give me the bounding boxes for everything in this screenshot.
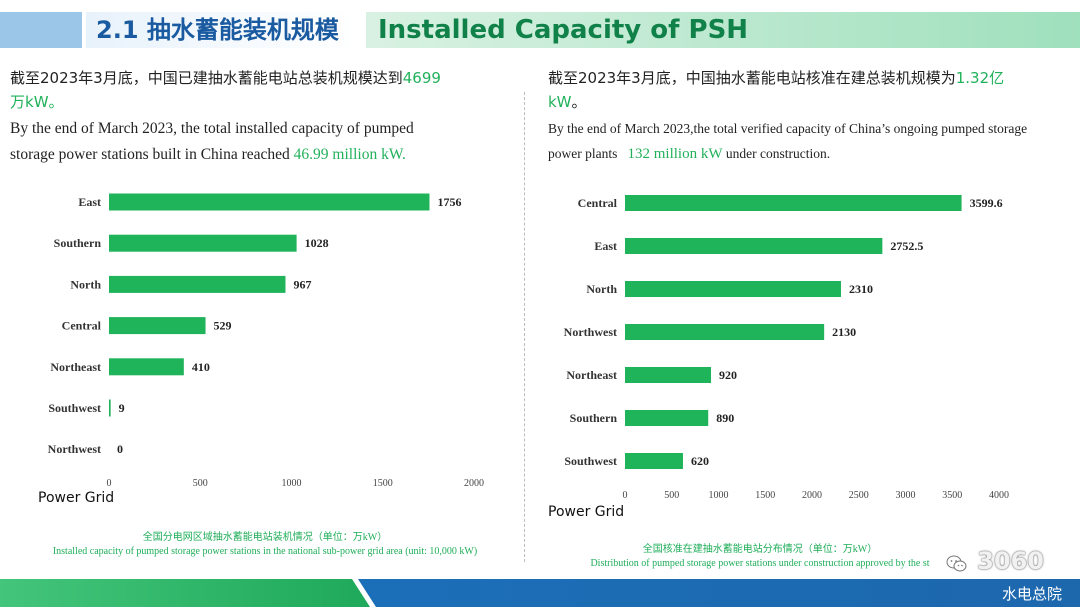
left-chart-caption: 全国分电网区域抽水蓄能电站装机情况（单位：万kW） Installed capa… (30, 531, 500, 559)
bar (625, 195, 962, 211)
left-summary-zh: 截至2023年3月底，中国已建抽水蓄能电站总装机规模达到4699 万kW。 (10, 66, 520, 114)
right-summary-zh: 截至2023年3月底，中国抽水蓄能电站核准在建总装机规模为1.32亿 kW。 (548, 66, 1080, 114)
installed-capacity-chart: East 1756 Southern 1028 North 967 Central 529 No… (48, 193, 484, 489)
category-label: Southern (54, 236, 102, 250)
category-label: Central (578, 196, 618, 210)
data-label: 3599.6 (970, 196, 1003, 210)
right-zh-highlight: 1.32亿 (955, 69, 1005, 87)
page-title-en: Installed Capacity of PSH (366, 12, 1080, 48)
tick-label: 1500 (373, 478, 393, 489)
bar (625, 281, 841, 297)
tick-label: 500 (193, 478, 208, 489)
tick-label: 0 (623, 490, 628, 501)
tick-label: 500 (664, 490, 679, 501)
footer-org: 水电总院 (1001, 585, 1062, 603)
data-label: 620 (691, 454, 709, 468)
right-chart-caption: 全国核准在建抽水蓄能电站分布情况（单位：万kW） Distribution of… (560, 543, 960, 571)
right-summary-en: By the end of March 2023,the total verif… (548, 116, 1080, 167)
data-label: 1756 (437, 195, 461, 209)
right-zh-text: 截至2023年3月底，中国抽水蓄能电站核准在建总装机规模为 (548, 69, 956, 87)
data-label: 1028 (305, 236, 329, 250)
bar (109, 234, 297, 252)
footer-green-band (0, 579, 370, 607)
category-label: Southern (570, 411, 618, 425)
left-zh-unit-rest: kW。 (25, 93, 64, 111)
bar (109, 275, 286, 293)
left-zh-text: 截至2023年3月底，中国已建抽水蓄能电站总装机规模达到 (10, 69, 403, 87)
bar (109, 193, 430, 211)
under-construction-chart: Central 3599.6 East 2752.5 North 2310 Northwes… (564, 195, 1009, 501)
bar (109, 317, 206, 335)
bar (625, 453, 683, 469)
data-label: 920 (719, 368, 737, 382)
bar (109, 358, 184, 376)
right-caption-zh: 全国核准在建抽水蓄能电站分布情况（单位：万kW） (642, 544, 878, 555)
left-en-line1: By the end of March 2023, the total inst… (10, 120, 414, 137)
category-label: North (70, 277, 101, 291)
bar (109, 399, 111, 417)
footer-blue-band (358, 579, 1080, 607)
tick-label: 0 (107, 478, 112, 489)
data-label: 0 (117, 442, 123, 456)
left-zh-unit: 万 (10, 93, 26, 111)
left-summary-en: By the end of March 2023, the total inst… (10, 116, 520, 168)
left-summary: 截至2023年3月底，中国已建抽水蓄能电站总装机规模达到4699 万kW。 By… (10, 66, 520, 168)
right-summary: 截至2023年3月底，中国抽水蓄能电站核准在建总装机规模为1.32亿 kW。 B… (548, 66, 1080, 167)
tick-label: 4000 (989, 490, 1009, 501)
data-label: 2310 (849, 282, 873, 296)
right-caption-en: Distribution of pumped storage power sta… (590, 558, 930, 569)
category-label: East (78, 195, 101, 209)
data-label: 9 (119, 401, 125, 415)
category-label: Northeast (566, 368, 617, 382)
category-label: Northwest (564, 325, 617, 339)
data-label: 529 (214, 319, 232, 333)
right-axis-title: Power Grid (548, 504, 625, 520)
category-label: North (586, 282, 617, 296)
tick-label: 3000 (896, 490, 916, 501)
tick-label: 1500 (755, 490, 775, 501)
category-label: East (594, 239, 617, 253)
bar (625, 324, 825, 340)
left-en-line2: storage power stations built in China re… (10, 146, 294, 163)
tick-label: 1000 (282, 478, 302, 489)
right-en-line1: By the end of March 2023,the total verif… (548, 121, 1028, 136)
bar (625, 367, 712, 383)
category-label: Northeast (50, 360, 101, 374)
tick-label: 3500 (942, 490, 962, 501)
right-en-line2-suffix: under construction. (722, 146, 831, 161)
data-label: 410 (192, 360, 210, 374)
wechat-icon (946, 555, 967, 572)
left-zh-highlight: 4699 (402, 69, 441, 87)
panel-divider (524, 92, 525, 562)
data-label: 890 (716, 411, 734, 425)
page-title-zh: 2.1 抽水蓄能装机规模 (86, 12, 356, 48)
right-en-line2: power plants (548, 146, 628, 161)
data-label: 2130 (832, 325, 856, 339)
tick-label: 2000 (802, 490, 822, 501)
left-caption-en: Installed capacity of pumped storage pow… (52, 546, 478, 557)
category-label: Southwest (564, 454, 617, 468)
bar (625, 410, 709, 426)
tick-label: 2500 (849, 490, 869, 501)
watermark-text: 3060 (977, 547, 1044, 575)
data-label: 2752.5 (890, 239, 923, 253)
tick-label: 2000 (464, 478, 484, 489)
left-en-highlight: 46.99 million kW. (293, 146, 406, 163)
right-zh-unit: kW (548, 93, 572, 111)
right-en-highlight: 132 million kW (627, 146, 723, 162)
category-label: Southwest (48, 401, 101, 415)
title-accent-block (0, 12, 82, 48)
data-label: 967 (293, 277, 311, 291)
tick-label: 1000 (709, 490, 729, 501)
bar (625, 238, 883, 254)
right-zh-unit-rest: 。 (571, 93, 587, 111)
left-axis-title: Power Grid (38, 490, 115, 506)
category-label: Central (62, 319, 102, 333)
category-label: Northwest (48, 442, 101, 456)
left-caption-zh: 全国分电网区域抽水蓄能电站装机情况（单位：万kW） (142, 532, 388, 543)
